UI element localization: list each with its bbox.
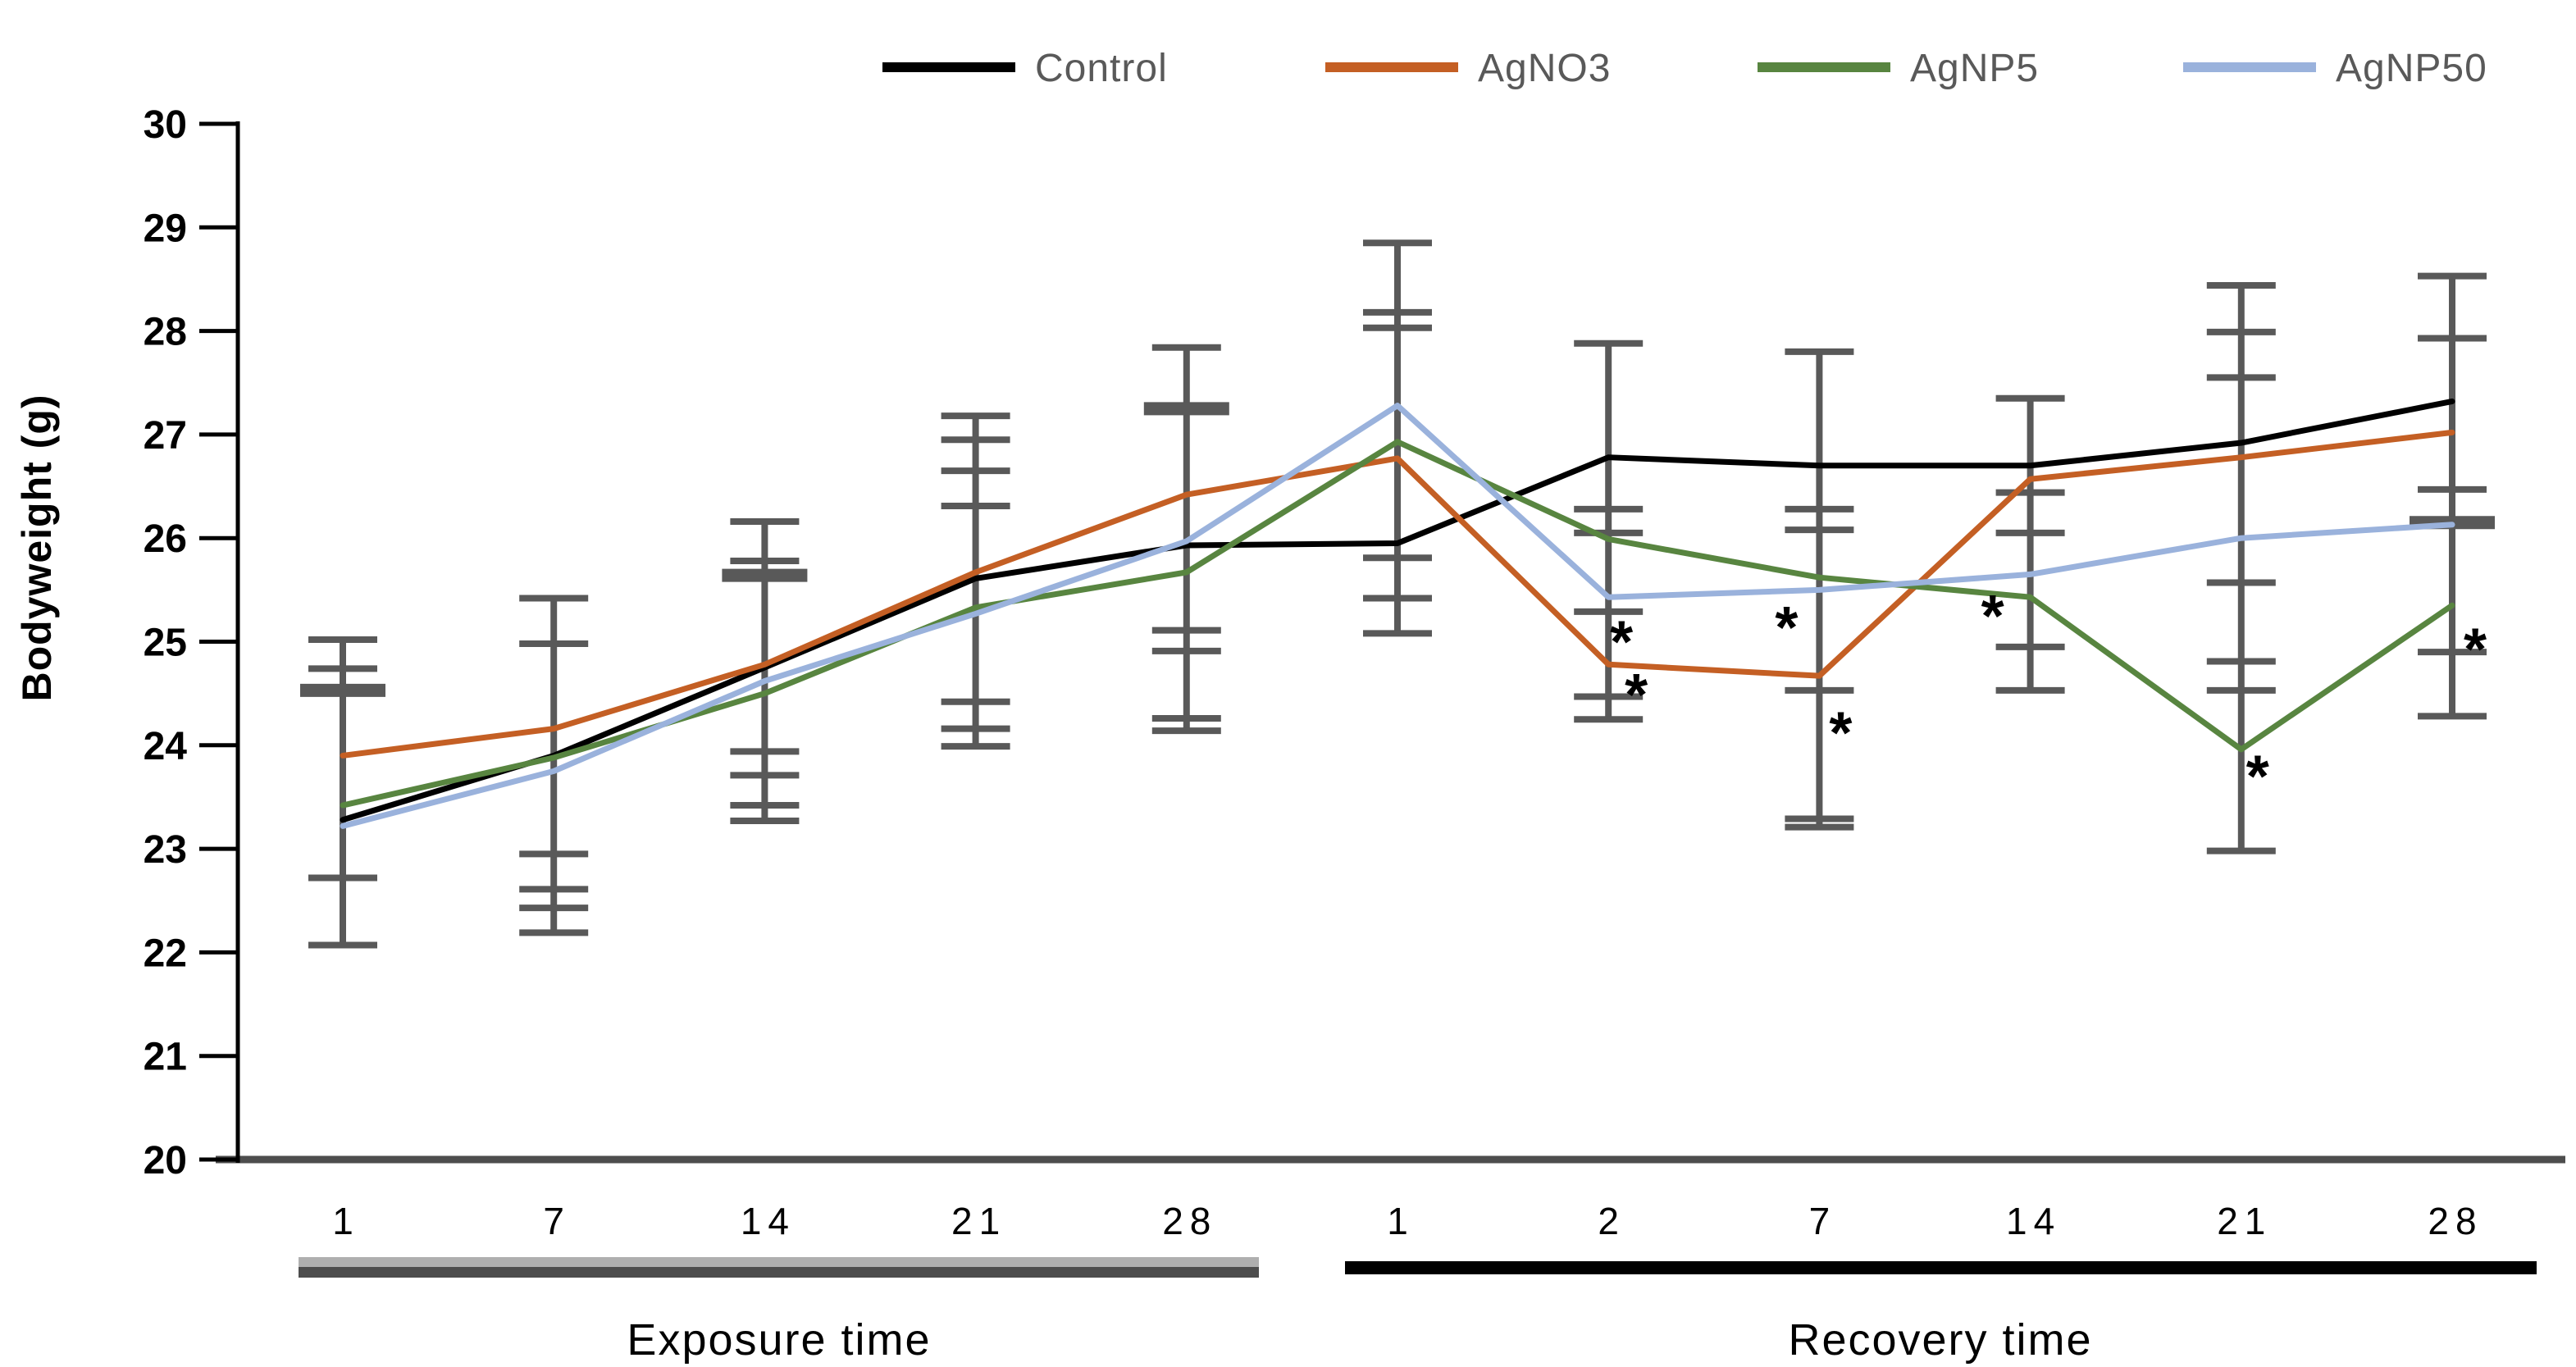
x-tick-label-5: 1 [1387,1200,1415,1242]
series-line-Control [340,398,2455,823]
significance-asterisk-0: * [1610,609,1633,675]
y-tick-label-21: 21 [144,1036,187,1079]
x-axis-labels-layer: 1 7 14 21 28 1 2 7 14 21 28 [332,1200,2483,1242]
x-tick-label-6: 2 [1598,1200,1625,1242]
significance-asterisk-2: * [1775,595,1798,661]
y-tick-label-23: 23 [144,828,187,872]
x-tick-label-9: 21 [2217,1200,2272,1242]
x-tick-label-3: 21 [951,1200,1006,1242]
significance-asterisk-3: * [1829,701,1852,767]
significance-marks-layer: ******* [1610,584,2487,810]
significance-asterisk-6: * [2464,617,2487,682]
series-lines-layer [340,398,2455,829]
error-bars-layer [300,239,2495,949]
error-bar-group-8 [1995,394,2065,694]
y-tick-label-26: 26 [144,517,187,561]
y-tick-label-22: 22 [144,932,187,975]
y-tick-label-29: 29 [144,207,187,250]
legend: Control AgNO3 AgNP5 AgNP50 [882,47,2487,90]
legend-label-agnp50: AgNP50 [2336,47,2487,90]
y-tick-label-24: 24 [144,725,188,768]
exposure-underline-bottom [299,1267,1259,1278]
error-bar-group-5 [1363,239,1432,637]
significance-asterisk-5: * [2246,745,2269,810]
legend-label-control: Control [1035,47,1168,90]
error-bar-group-9 [2206,282,2276,854]
error-bar-group-1 [519,595,589,936]
significance-asterisk-4: * [1981,584,2004,649]
legend-label-agnp5: AgNP5 [1910,47,2039,90]
x-tick-label-1: 7 [543,1200,571,1242]
y-tick-label-20: 20 [144,1139,187,1182]
y-axis-title: Bodyweight (g) [14,394,60,701]
x-tick-label-0: 1 [332,1200,360,1242]
error-bar-group-0 [300,636,385,949]
error-bar-group-6 [1574,339,1644,723]
significance-asterisk-1: * [1625,663,1648,728]
x-tick-label-10: 28 [2428,1200,2483,1242]
series-line-AgNP50 [340,403,2455,829]
series-line-AgNP5 [340,439,2455,809]
error-bar-group-2 [722,517,808,824]
y-tick-label-25: 25 [144,622,187,665]
y-tick-label-27: 27 [144,414,187,458]
x-tick-label-8: 14 [2006,1200,2061,1242]
exposure-group-label: Exposure time [627,1315,931,1365]
series-line-AgNO3 [340,429,2455,759]
x-tick-label-4: 28 [1162,1200,1217,1242]
y-tick-label-30: 30 [144,103,187,147]
y-tick-label-28: 28 [144,311,187,354]
axes-layer: 20 21 22 23 24 25 26 27 28 29 30 [144,103,2565,1182]
recovery-underline [1345,1261,2537,1274]
group-underline-bars-layer [299,1257,2537,1278]
x-tick-label-2: 14 [741,1200,796,1242]
exposure-underline-top [299,1257,1259,1267]
legend-label-agno3: AgNO3 [1478,47,1611,90]
x-tick-label-7: 7 [1809,1200,1837,1242]
recovery-group-label: Recovery time [1788,1315,2092,1365]
